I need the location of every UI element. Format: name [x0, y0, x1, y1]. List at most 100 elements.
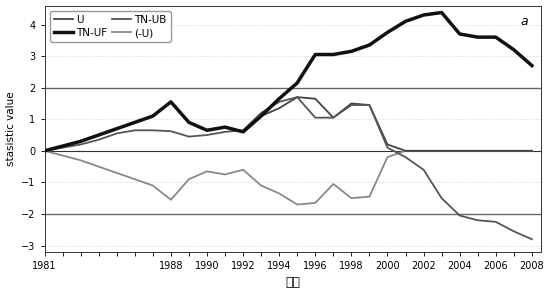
- TN-UB: [168, 130, 174, 133]
- U: [186, 121, 192, 124]
- (-U): [149, 184, 156, 187]
- TN-UB: [114, 132, 120, 135]
- TN-UF: [95, 133, 102, 137]
- (-U): [77, 158, 84, 162]
- U: [384, 143, 391, 146]
- TN-UB: [240, 129, 246, 132]
- U: [493, 149, 499, 153]
- Line: (-U): (-U): [45, 151, 532, 204]
- TN-UB: [511, 230, 517, 233]
- TN-UB: [186, 135, 192, 138]
- TN-UF: [276, 97, 283, 101]
- U: [528, 149, 535, 153]
- TN-UF: [114, 127, 120, 130]
- (-U): [474, 149, 481, 153]
- TN-UB: [366, 103, 372, 107]
- U: [276, 106, 283, 110]
- TN-UB: [456, 214, 463, 217]
- Line: TN-UB: TN-UB: [45, 97, 532, 239]
- TN-UB: [149, 129, 156, 132]
- TN-UB: [528, 237, 535, 241]
- (-U): [186, 178, 192, 181]
- (-U): [240, 168, 246, 171]
- U: [222, 125, 228, 129]
- Line: TN-UF: TN-UF: [45, 12, 532, 151]
- U: [41, 149, 48, 153]
- TN-UF: [222, 125, 228, 129]
- TN-UB: [95, 138, 102, 142]
- (-U): [420, 149, 427, 153]
- (-U): [330, 182, 337, 186]
- TN-UF: [528, 64, 535, 67]
- TN-UB: [77, 143, 84, 146]
- TN-UF: [240, 130, 246, 134]
- TN-UF: [348, 50, 355, 53]
- (-U): [168, 198, 174, 201]
- Text: a: a: [521, 15, 528, 28]
- TN-UF: [77, 140, 84, 143]
- U: [312, 97, 318, 101]
- TN-UB: [474, 219, 481, 222]
- TN-UF: [312, 53, 318, 56]
- TN-UB: [276, 100, 283, 104]
- (-U): [132, 178, 138, 181]
- TN-UF: [511, 48, 517, 52]
- (-U): [384, 155, 391, 159]
- TN-UF: [438, 11, 445, 14]
- U: [240, 130, 246, 134]
- U: [330, 116, 337, 119]
- (-U): [456, 149, 463, 153]
- U: [149, 114, 156, 118]
- TN-UB: [438, 196, 445, 200]
- (-U): [528, 149, 535, 153]
- (-U): [511, 149, 517, 153]
- (-U): [438, 149, 445, 153]
- (-U): [348, 196, 355, 200]
- U: [456, 149, 463, 153]
- (-U): [114, 171, 120, 175]
- TN-UF: [493, 35, 499, 39]
- TN-UB: [330, 116, 337, 119]
- TN-UF: [330, 53, 337, 56]
- TN-UB: [384, 146, 391, 150]
- U: [204, 129, 210, 132]
- U: [168, 100, 174, 104]
- U: [294, 95, 300, 99]
- (-U): [276, 192, 283, 195]
- TN-UB: [258, 111, 264, 115]
- (-U): [366, 195, 372, 198]
- TN-UB: [60, 146, 66, 150]
- U: [474, 149, 481, 153]
- TN-UF: [384, 31, 391, 34]
- TN-UF: [168, 100, 174, 104]
- TN-UF: [294, 81, 300, 85]
- TN-UF: [366, 43, 372, 47]
- TN-UB: [420, 168, 427, 171]
- TN-UB: [132, 129, 138, 132]
- (-U): [493, 149, 499, 153]
- Y-axis label: stasistic value: stasistic value: [6, 91, 15, 166]
- TN-UF: [402, 19, 409, 23]
- TN-UF: [420, 13, 427, 17]
- TN-UF: [474, 35, 481, 39]
- TN-UF: [41, 149, 48, 153]
- TN-UB: [294, 95, 300, 99]
- (-U): [258, 184, 264, 187]
- TN-UF: [258, 114, 264, 118]
- (-U): [60, 154, 66, 157]
- U: [511, 149, 517, 153]
- TN-UB: [204, 133, 210, 137]
- Legend: U, TN-UF, TN-UB, (-U): U, TN-UF, TN-UB, (-U): [50, 11, 170, 42]
- (-U): [402, 149, 409, 153]
- U: [95, 133, 102, 137]
- TN-UB: [493, 220, 499, 224]
- U: [420, 149, 427, 153]
- TN-UB: [41, 149, 48, 153]
- TN-UF: [149, 114, 156, 118]
- (-U): [204, 170, 210, 173]
- TN-UB: [348, 103, 355, 107]
- TN-UB: [222, 130, 228, 134]
- U: [438, 149, 445, 153]
- U: [258, 114, 264, 118]
- (-U): [222, 173, 228, 176]
